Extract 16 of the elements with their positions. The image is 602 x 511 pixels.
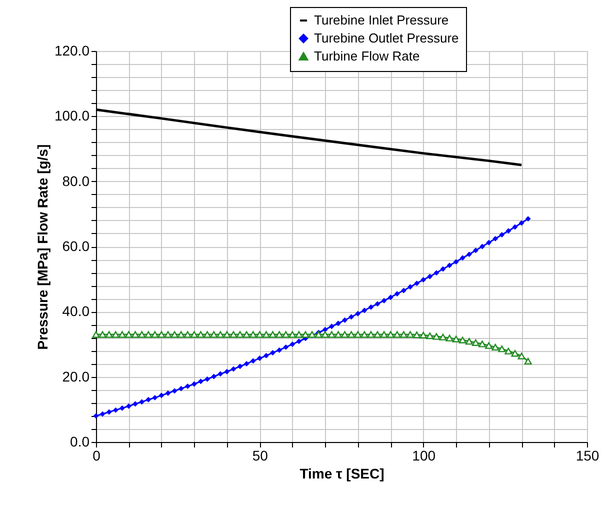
legend-label: Turbine Flow Rate — [314, 48, 420, 64]
y-tick-label: 100.0 — [54, 108, 90, 124]
x-axis-title: Time τ [SEC] — [300, 466, 384, 482]
x-tick-label: 50 — [252, 448, 268, 464]
x-tick-label: 150 — [576, 448, 600, 464]
y-tick-label: 40.0 — [62, 303, 90, 320]
legend-label: Turebine Inlet Pressure — [314, 12, 449, 28]
y-tick-label: 20.0 — [62, 368, 90, 384]
x-tick-label: 100 — [412, 448, 436, 464]
y-tick-label: 0.0 — [70, 434, 90, 450]
y-tick-label: 120.0 — [54, 42, 90, 58]
x-tick-label: 0 — [92, 448, 101, 464]
y-axis-title: Pressure [MPa] Flow Rate [g/s] — [34, 144, 50, 350]
y-tick-label: 60.0 — [62, 238, 90, 254]
y-tick-label: 80.0 — [62, 172, 90, 189]
legend-label: Turebine Outlet Pressure — [314, 30, 459, 46]
